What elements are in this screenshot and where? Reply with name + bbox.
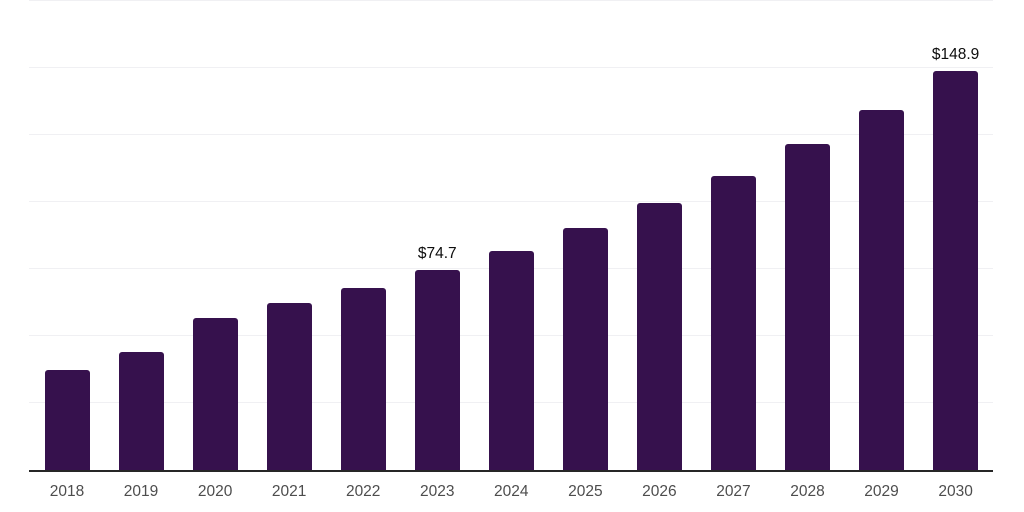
x-axis-tick-labels: 2018 2019 2020 2021 2022 2023 2024 2025 2026 2027… [29, 483, 993, 505]
x-tick-label-2025: 2025 [568, 483, 603, 500]
gridline [29, 201, 993, 202]
bar-2029 [859, 110, 905, 470]
gridline [29, 67, 993, 68]
x-tick-label-2019: 2019 [123, 483, 159, 500]
bar-2019 [118, 351, 164, 470]
bar-2022 [340, 287, 386, 470]
gridline [29, 134, 993, 135]
bar-2024 [488, 250, 534, 470]
bar-2027 [710, 176, 756, 470]
gridline [29, 0, 993, 1]
x-tick-label-2026: 2026 [642, 483, 677, 500]
bar-2020 [192, 317, 238, 470]
x-tick-label-2027: 2027 [716, 483, 751, 500]
x-tick-label-2022: 2022 [345, 483, 381, 500]
bar-2025 [562, 228, 608, 470]
bar-2028 [785, 144, 830, 470]
x-tick-label-2021: 2021 [271, 483, 307, 500]
bar-2021 [266, 302, 312, 470]
data-label-2023: $74.7 [417, 244, 457, 262]
data-label-2030: $148.9 [931, 45, 980, 63]
x-tick-label-2023: 2023 [420, 483, 455, 500]
x-axis-line [29, 470, 993, 472]
plot-area: $74.7 $148.9 [29, 0, 993, 470]
x-tick-label-2024: 2024 [494, 483, 529, 500]
bar-2026 [636, 203, 682, 470]
x-tick-label-2028: 2028 [790, 483, 825, 500]
x-tick-label-2029: 2029 [864, 483, 899, 500]
bar-2023 [414, 269, 460, 470]
bar-2030 [933, 70, 979, 470]
x-tick-label-2030: 2030 [938, 483, 973, 500]
x-tick-label-2018: 2018 [49, 483, 85, 500]
bar-2018 [44, 369, 90, 470]
x-tick-label-2020: 2020 [197, 483, 233, 500]
